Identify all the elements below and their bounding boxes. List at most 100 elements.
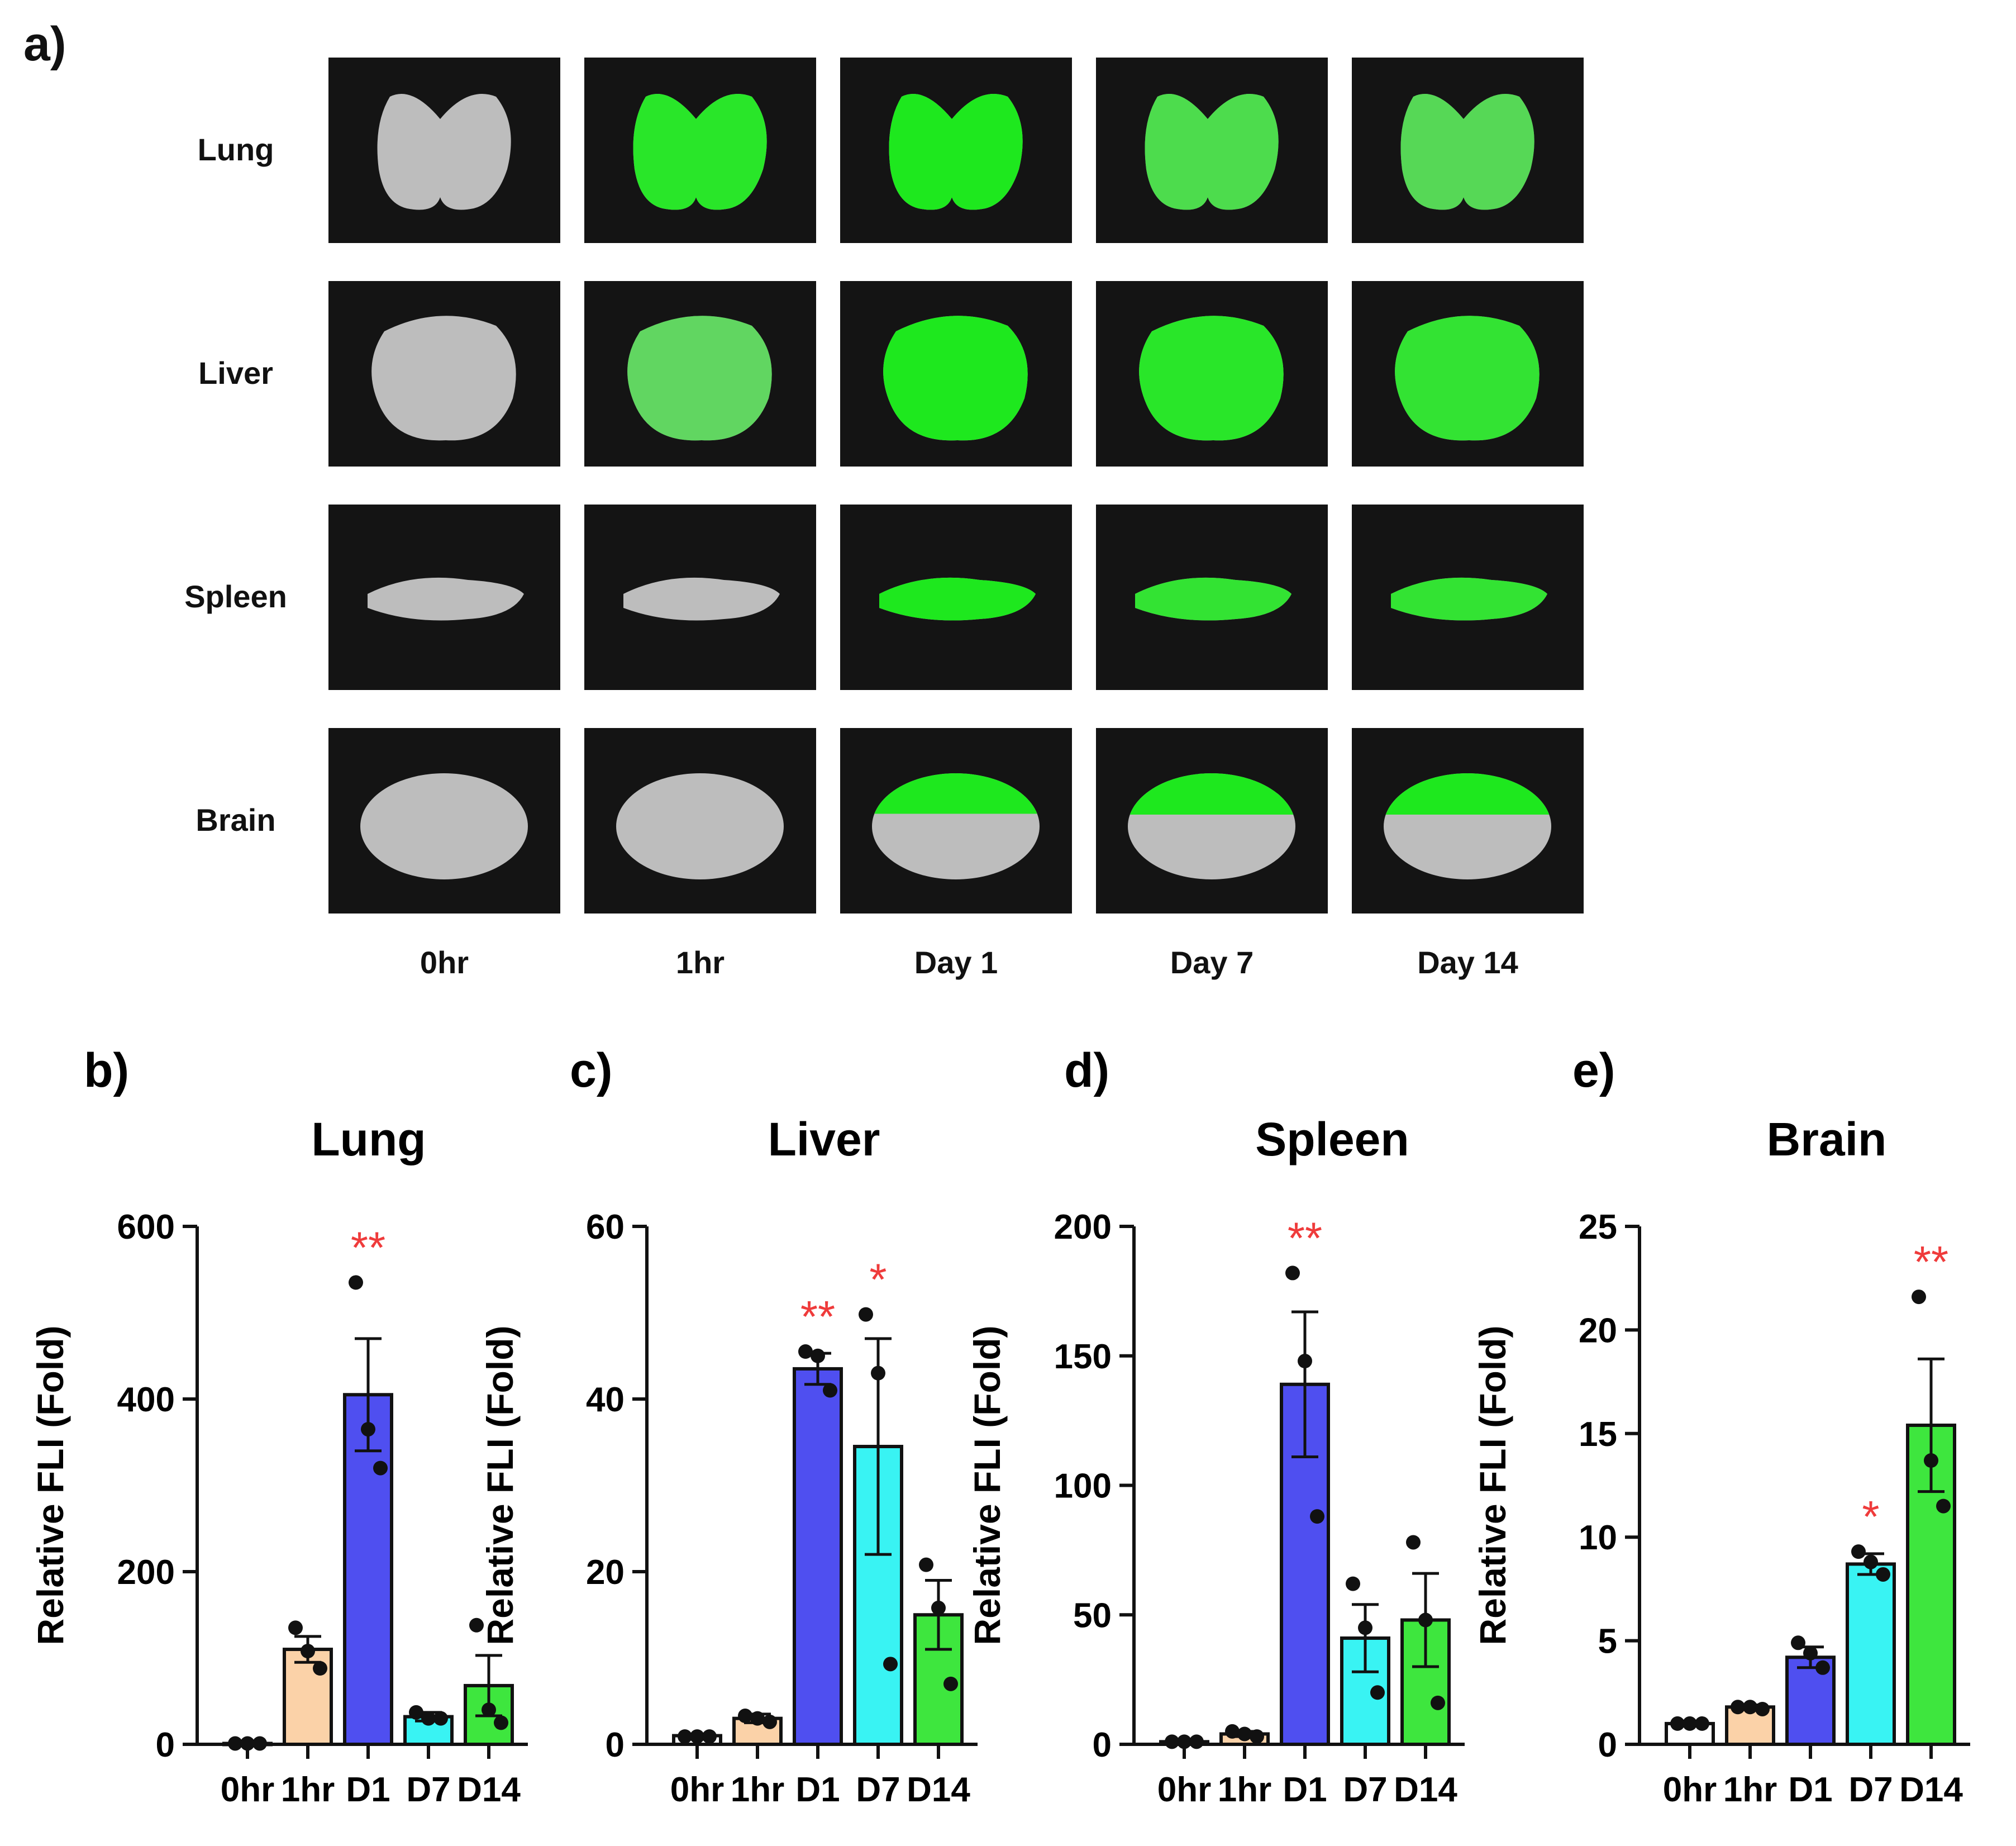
chart-liver-data-point — [943, 1676, 958, 1691]
chart-brain-y-tick-label: 20 — [1579, 1311, 1617, 1350]
chart-brain-data-point — [1683, 1716, 1697, 1731]
chart-spleen-data-point — [1431, 1695, 1445, 1710]
chart-brain-panel-label: e) — [1572, 1044, 1615, 1097]
chart-lung-data-point — [482, 1702, 496, 1717]
chart-brain-data-point — [1912, 1290, 1926, 1305]
chart-liver-y-tick-label: 20 — [586, 1553, 625, 1592]
chart-lung-data-point — [301, 1644, 315, 1659]
chart-brain-significance-marker: ** — [1914, 1237, 1948, 1287]
chart-lung-data-point — [469, 1617, 484, 1633]
column-label-day-1: Day 1 — [914, 945, 998, 980]
chart-brain-data-point — [1803, 1645, 1818, 1661]
column-label-day-7: Day 7 — [1170, 945, 1254, 980]
image-liver-1hr — [584, 281, 816, 467]
chart-brain-data-point — [1924, 1453, 1938, 1468]
chart-lung-significance-marker: ** — [351, 1222, 385, 1272]
chart-liver-data-point — [883, 1657, 898, 1672]
chart-lung-data-point — [494, 1715, 508, 1730]
chart-spleen-data-point — [1310, 1509, 1324, 1524]
chart-brain-y-tick-label: 15 — [1579, 1415, 1617, 1454]
chart-brain-bar-d7 — [1846, 1562, 1896, 1747]
chart-brain-title: Brain — [1767, 1113, 1887, 1165]
image-liver-day-1 — [840, 281, 1072, 467]
chart-liver-data-point — [762, 1714, 777, 1729]
chart-brain-x-tick-label: 1hr — [1723, 1771, 1777, 1809]
image-spleen-day-7 — [1096, 505, 1328, 690]
chart-liver-data-point — [750, 1711, 765, 1726]
chart-lung-data-point — [349, 1275, 363, 1290]
chart-lung-x-tick-label: D14 — [457, 1771, 521, 1809]
chart-lung-data-point — [228, 1736, 242, 1751]
chart-spleen-data-point — [1298, 1354, 1312, 1369]
image-brain-day-14 — [1352, 728, 1584, 914]
chart-brain-y-tick-label: 5 — [1598, 1623, 1617, 1661]
chart-liver-data-point — [811, 1348, 825, 1363]
chart-spleen-title: Spleen — [1255, 1113, 1409, 1165]
chart-lung-data-point — [252, 1736, 267, 1751]
column-label-1hr: 1hr — [675, 945, 725, 980]
chart-lung-x-tick-label: D1 — [346, 1771, 390, 1809]
chart-lung-x-tick-label: 0hr — [221, 1771, 274, 1809]
chart-liver-y-axis-label: Relative FLI (Fold) — [479, 1325, 521, 1645]
chart-spleen-y-tick-label: 150 — [1054, 1338, 1112, 1376]
chart-spleen-data-point — [1346, 1576, 1360, 1591]
chart-brain-significance-marker: * — [1862, 1492, 1879, 1541]
chart-liver-data-point — [690, 1729, 704, 1744]
chart-spleen-y-tick-label: 50 — [1073, 1596, 1112, 1635]
chart-liver-x-tick-label: 1hr — [731, 1771, 784, 1809]
image-spleen-day-1 — [840, 505, 1072, 690]
chart-brain-data-point — [1791, 1635, 1805, 1650]
image-liver-day-14 — [1352, 281, 1584, 467]
image-lung-day-14 — [1352, 58, 1584, 243]
chart-brain-x-tick-label: 0hr — [1663, 1771, 1717, 1809]
chart-spleen-significance-marker: ** — [1288, 1213, 1322, 1263]
chart-lung-y-tick-label: 0 — [156, 1726, 175, 1764]
chart-lung-data-point — [361, 1422, 375, 1437]
chart-liver-x-tick-label: D1 — [795, 1771, 840, 1809]
chart-liver-data-point — [798, 1344, 813, 1359]
chart-lung-panel-label: b) — [84, 1044, 129, 1097]
chart-spleen-data-point — [1358, 1620, 1372, 1635]
image-spleen-0hr — [328, 505, 560, 690]
chart-liver-data-point — [823, 1383, 837, 1398]
chart-brain-data-point — [1864, 1554, 1878, 1569]
chart-lung-data-point — [421, 1711, 436, 1726]
chart-spleen-x-tick-label: 1hr — [1218, 1771, 1271, 1809]
chart-lung-data-point — [240, 1736, 255, 1751]
chart-liver-data-point — [738, 1709, 752, 1724]
image-spleen-day-14 — [1352, 505, 1584, 690]
chart-brain-x-tick-label: D1 — [1788, 1771, 1832, 1809]
chart-liver-significance-marker: * — [869, 1255, 887, 1305]
chart-brain-data-point — [1695, 1716, 1709, 1731]
chart-lung-y-tick-label: 600 — [117, 1208, 175, 1246]
row-label-brain: Brain — [196, 802, 276, 838]
chart-lung-title: Lung — [311, 1113, 426, 1165]
chart-spleen-data-point — [1406, 1535, 1421, 1550]
chart-lung-bar-d1 — [343, 1393, 393, 1746]
chart-brain-y-tick-label: 10 — [1579, 1519, 1617, 1557]
chart-liver-y-tick-label: 60 — [586, 1208, 625, 1246]
column-label-day-14: Day 14 — [1417, 945, 1518, 980]
chart-brain-y-tick-label: 0 — [1598, 1726, 1617, 1764]
chart-lung-data-point — [313, 1661, 327, 1676]
chart-brain-x-tick-label: D7 — [1848, 1771, 1893, 1809]
chart-brain-data-point — [1755, 1701, 1770, 1716]
chart-brain-data-point — [1815, 1660, 1830, 1675]
chart-brain-data-point — [1670, 1716, 1685, 1731]
chart-spleen-y-tick-label: 200 — [1054, 1208, 1112, 1246]
chart-spleen-data-point — [1225, 1724, 1240, 1739]
chart-liver-data-point — [931, 1600, 946, 1615]
chart-liver-bar-d1 — [793, 1367, 843, 1747]
chart-spleen-data-point — [1285, 1265, 1300, 1281]
chart-brain-data-point — [1743, 1700, 1757, 1715]
chart-liver-data-point — [702, 1729, 717, 1744]
chart-brain-y-tick-label: 25 — [1579, 1208, 1617, 1246]
bar-charts-area: b) Lung Relative FLI (Fold) 0 200 400 600 0hr 1h… — [0, 1006, 2016, 1846]
chart-liver-data-point — [859, 1307, 873, 1322]
chart-liver-y-tick-label: 0 — [606, 1726, 625, 1764]
chart-brain-y-axis-label: Relative FLI (Fold) — [1472, 1325, 1513, 1645]
chart-brain-data-point — [1876, 1567, 1890, 1582]
column-label-0hr: 0hr — [420, 945, 469, 980]
chart-liver-significance-marker: ** — [800, 1292, 835, 1341]
